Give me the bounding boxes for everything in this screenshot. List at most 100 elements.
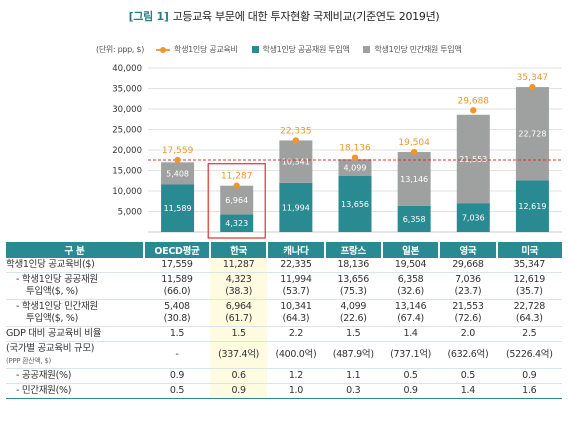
table-cell: 11,994 (53.7) (267, 272, 325, 300)
y-tick-label: 35,000 (112, 85, 142, 95)
table-body: 학생1인당 공교육비($) 17,559 11,287 22,335 18,136 19,… (6, 258, 562, 399)
table-cell: 17,559 (144, 258, 210, 273)
table-cell: 4,323 (38.3) (209, 272, 268, 300)
table-cell: 11,287 (209, 258, 268, 273)
row-label: - 민간재원(%) (6, 383, 144, 399)
table-cell: 1.4 (439, 383, 497, 399)
figure-number: [그림 1] (128, 10, 169, 23)
table-cell: (337.4억) (209, 341, 268, 369)
total-label: 18,136 (339, 144, 371, 154)
total-point (174, 156, 181, 164)
header-label: 구 분 (6, 242, 144, 258)
square-marker-icon (251, 46, 259, 53)
header-country: 미국 (495, 242, 562, 258)
total-point (470, 107, 477, 114)
table-cell: 22,335 (267, 258, 325, 273)
table-cell: 1.6 (496, 383, 562, 399)
table-row: GDP 대비 공교육비 비율 1.5 1.5 2.2 1.5 1.4 2.0 2.5 (6, 326, 562, 342)
bar-private (161, 162, 195, 185)
row-label: 학생1인당 공교육비($) (6, 258, 144, 273)
row-label: - 학생1인당 공공재원 투입액($, %) (6, 272, 144, 300)
bar-private-label: 13,146 (400, 175, 428, 184)
header-country: 캐나다 (266, 242, 325, 258)
bar-public-label: 11,589 (164, 204, 192, 213)
table-cell: 6,964 (61.7) (209, 299, 268, 327)
total-point (351, 154, 359, 161)
legend-item-total: 학생1인당 공교육비 (156, 44, 238, 55)
table-row: - 민간재원(%) 0.5 0.9 1.0 0.3 0.9 1.4 1.6 (6, 383, 562, 399)
table-cell: 0.3 (324, 383, 382, 399)
table-cell: 0.5 (144, 383, 210, 399)
row-label: (국가별 공교육비 규모) (PPP 환산액, $) (6, 341, 144, 369)
table-cell: 6,358 (32.6) (381, 272, 440, 300)
y-tick-label: 25,000 (112, 126, 142, 136)
table-cell: 1.4 (381, 326, 440, 342)
table-cell: 12,619 (35.7) (496, 272, 562, 300)
table-cell: 29,668 (439, 258, 497, 273)
table-row: - 학생1인당 민간재원 투입액($, %) 5,408 (30.8) 6,964 (61… (6, 299, 562, 327)
bar-private-label: 4,099 (344, 164, 367, 173)
bar-public (161, 184, 195, 232)
total-label: 29,688 (458, 96, 490, 106)
table-cell: (632.6억) (439, 341, 497, 369)
bar-private-label: 10,341 (282, 158, 310, 167)
table-row: 학생1인당 공교육비($) 17,559 11,287 22,335 18,136 19,… (6, 258, 562, 273)
total-point (292, 137, 300, 144)
table-cell: 2.0 (439, 326, 497, 342)
legend-item-public: 학생1인당 공공재원 투입액 (251, 44, 350, 55)
table-cell: 11,589 (66.0) (144, 272, 210, 300)
table-cell: 5,408 (30.8) (144, 299, 210, 327)
table-cell: 0.9 (209, 383, 268, 399)
table-cell: 0.9 (496, 368, 562, 384)
table-row: - 학생1인당 공공재원 투입액($, %) 11,589 (66.0) 4,323 (3… (6, 272, 562, 300)
bar-public-label: 13,656 (341, 200, 369, 209)
y-tick-label: 30,000 (112, 105, 142, 115)
total-label: 19,504 (398, 138, 430, 148)
header-country: 프랑스 (323, 242, 382, 258)
stacked-bar-chart: 5,000 10,000 15,000 20,000 25,000 30,000 35,00… (112, 64, 562, 239)
bar-public (279, 182, 313, 232)
table-cell: 1.5 (324, 326, 382, 342)
bar-public (456, 203, 490, 232)
table-cell: 1.0 (267, 383, 325, 399)
total-label: 11,287 (221, 172, 253, 182)
bar-public-label: 6,358 (403, 215, 426, 224)
line-marker-icon (156, 46, 171, 53)
bar-public (397, 205, 431, 232)
figure-title-text: 고등교육 부문에 대한 투자현황 국제비교(기준연도 2019년) (172, 10, 440, 23)
bar-public (220, 214, 254, 232)
square-marker-icon (363, 46, 371, 53)
table-cell: 18,136 (324, 258, 382, 273)
highlight-box (207, 163, 266, 239)
bar-private (338, 159, 372, 177)
unit-label: (단위: ppp, $) (96, 45, 145, 54)
legend-label-total: 학생1인당 공교육비 (174, 45, 238, 54)
legend-item-private: 학생1인당 민간재원 투입액 (363, 44, 462, 55)
bar-private-label: 21,553 (459, 155, 487, 164)
table-row: (국가별 공교육비 규모) (PPP 환산액, $) - (337.4억) (400.0… (6, 341, 562, 369)
table-cell: - (144, 341, 210, 369)
bar-public-label: 11,994 (282, 203, 310, 212)
row-label: - 공공재원(%) (6, 368, 144, 384)
table-cell: 0.9 (381, 383, 440, 399)
table-cell: 2.2 (267, 326, 325, 342)
table-cell: 10,341 (64.3) (267, 299, 325, 327)
bar-public-label: 12,619 (518, 202, 546, 211)
table-cell: 13,146 (67.4) (381, 299, 440, 327)
table-cell: 35,347 (496, 258, 562, 273)
row-label: GDP 대비 공교육비 비율 (6, 326, 144, 342)
table-cell: 0.6 (209, 368, 268, 384)
bar-private-label: 6,964 (225, 196, 248, 205)
table-cell: 2.5 (496, 326, 562, 342)
bar-private-label: 5,408 (166, 169, 189, 178)
table-cell: (737.1억) (381, 341, 440, 369)
header-country: 일본 (380, 242, 440, 258)
table-cell: 4,099 (22.6) (324, 299, 382, 327)
legend-label-public: 학생1인당 공공재원 투입액 (262, 45, 350, 54)
bar-private-label: 22,728 (518, 130, 546, 139)
header-country: 한국 (208, 242, 268, 258)
total-point (233, 182, 240, 189)
table-cell: 1.1 (324, 368, 382, 384)
table-row: - 공공재원(%) 0.9 0.6 1.2 1.1 0.5 0.5 0.9 (6, 368, 562, 384)
y-tick-label: 10,000 (112, 187, 142, 197)
